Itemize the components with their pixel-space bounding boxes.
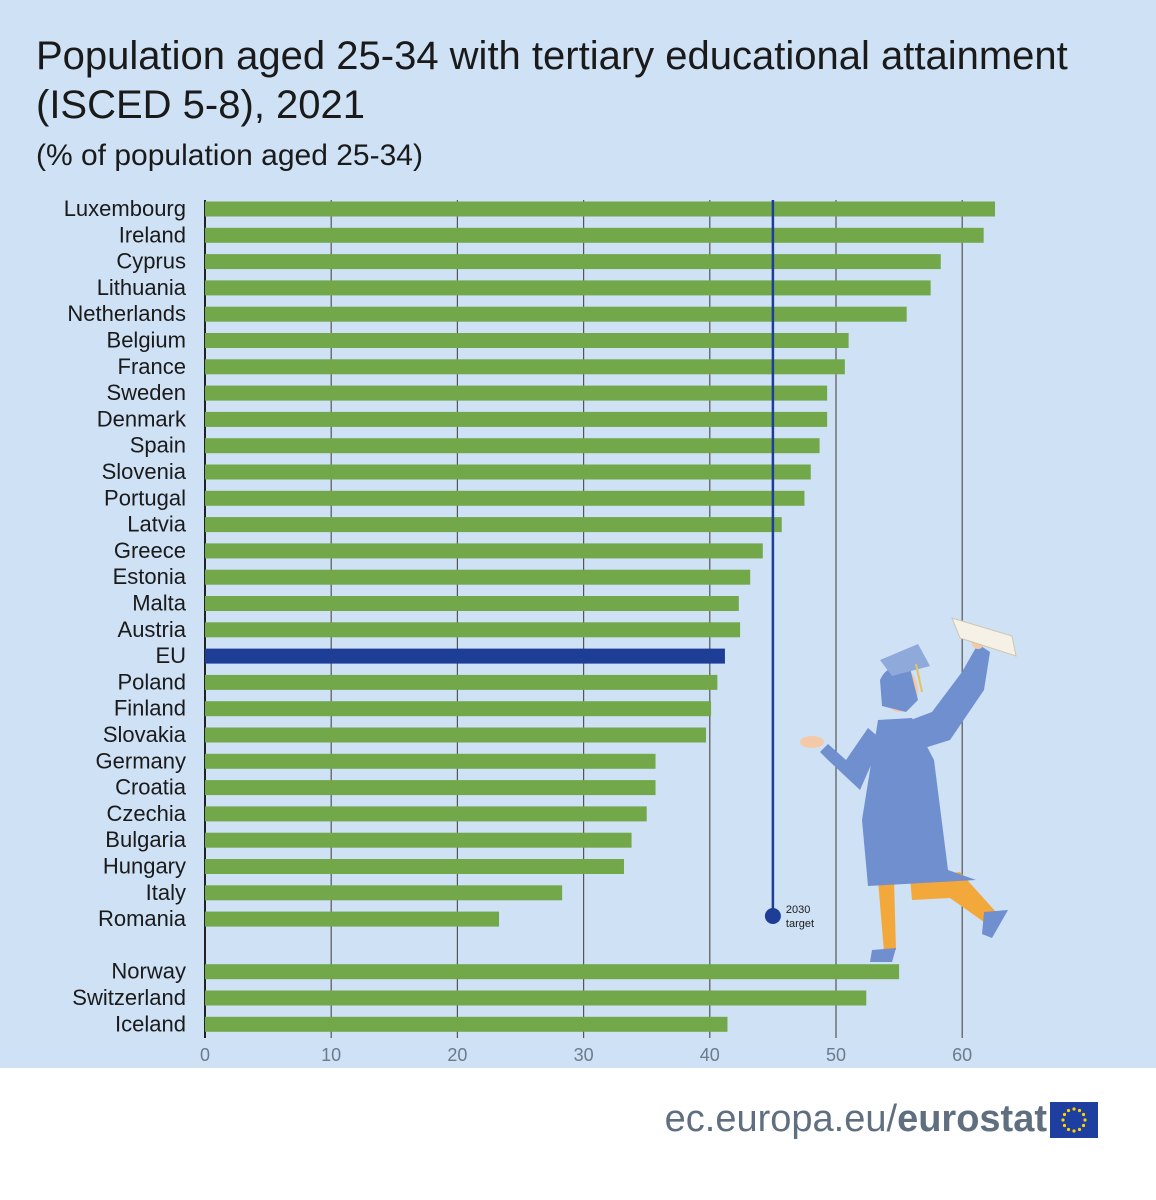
category-label: Lithuania [97,275,187,300]
category-label: Luxembourg [64,196,186,221]
eu-flag-icon [1050,1101,1098,1138]
bar-slovakia [205,727,707,743]
chart-subtitle: (% of population aged 25-34) [36,139,423,172]
footer-branding: ec.europa.eu/ eurostat [665,1098,1098,1141]
flag-star [1062,1112,1067,1116]
category-label: EU [155,643,186,668]
bar-belgium [205,333,849,348]
category-label: Ireland [119,222,186,247]
bar-lithuania [205,280,931,296]
category-label: Portugal [104,485,186,510]
target-marker: 2030 target [764,200,814,930]
flag-star [1083,1117,1087,1122]
bar-italy [205,885,563,901]
category-label: Switzerland [72,985,186,1010]
bar-slovenia [205,464,811,480]
flag-star [1066,1127,1071,1131]
bar-france [205,359,845,375]
flag-star [1062,1123,1067,1127]
bar-sweden [205,385,828,401]
bar-greece [205,543,763,559]
x-tick-label: 40 [700,1045,720,1065]
graduate-illustration [800,617,1017,962]
bar-luxembourg [205,201,996,217]
bar-finland [205,701,712,717]
footer-brand: eurostat [897,1098,1047,1140]
category-label: Malta [132,591,187,616]
category-label: Croatia [115,775,187,800]
category-label: Estonia [113,564,187,589]
flag-star [1077,1108,1082,1112]
category-label: Slovakia [103,722,187,747]
bar-spain [205,438,820,454]
footer-url[interactable]: ec.europa.eu/ [664,1098,898,1140]
bar-latvia [205,517,782,533]
flag-star [1072,1106,1076,1111]
target-label-text: target [786,918,814,930]
category-label: Bulgaria [105,827,186,852]
category-label: Spain [130,433,186,458]
category-label: France [118,354,186,379]
category-label: Belgium [107,328,186,353]
x-tick-label: 10 [321,1045,341,1065]
category-label: Norway [111,959,186,984]
bar-croatia [205,780,656,796]
bar-hungary [205,859,624,874]
flag-star [1066,1108,1071,1112]
category-label: Iceland [115,1011,186,1036]
bar-portugal [205,490,805,506]
bar-ireland [205,227,984,243]
category-label: Hungary [103,854,186,879]
bar-iceland [205,1016,728,1032]
x-axis-ticks: 0 10 20 30 40 50 60 [200,1045,972,1065]
category-label: Romania [98,906,187,931]
category-label: Greece [114,538,186,563]
bar-malta [205,596,739,611]
category-label: Cyprus [116,249,186,274]
x-tick-label: 60 [952,1045,972,1065]
bar-czechia [205,806,647,822]
bar-switzerland [205,990,867,1006]
chart-title: Population aged 25-34 with tertiary educ… [36,34,1068,127]
bars [205,201,996,1032]
x-tick-label: 30 [574,1045,594,1065]
bar-denmark [205,411,828,427]
bar-poland [205,674,718,690]
bar-germany [205,753,656,769]
category-label: Finland [114,696,186,721]
bar-eu [205,648,725,664]
bar-romania [205,911,500,927]
category-label: Germany [96,748,186,773]
flag-star [1077,1127,1082,1131]
category-label: Czechia [107,801,187,826]
bar-norway [205,964,900,980]
x-tick-label: 50 [826,1045,846,1065]
category-label: Sweden [106,380,186,405]
bar-estonia [205,569,751,585]
category-label: Netherlands [67,301,186,326]
flag-star [1072,1128,1076,1133]
bar-austria [205,622,741,638]
x-tick-label: 20 [447,1045,467,1065]
category-label: Latvia [127,512,186,537]
bar-netherlands [205,306,907,322]
flag-star [1081,1123,1086,1127]
bar-chart: LuxembourgIrelandCyprusLithuaniaNetherla… [64,196,1017,1065]
target-dot [764,908,781,924]
flag-star [1061,1117,1065,1122]
bar-bulgaria [205,832,632,848]
category-label: Austria [118,617,187,642]
target-label-year: 2030 [786,904,810,916]
x-tick-label: 0 [200,1045,210,1065]
category-labels: LuxembourgIrelandCyprusLithuaniaNetherla… [64,196,187,1036]
flag-star [1081,1112,1086,1116]
bar-cyprus [205,254,941,270]
category-label: Denmark [97,406,187,431]
category-label: Italy [146,880,186,905]
category-label: Slovenia [102,459,187,484]
category-label: Poland [117,669,186,694]
